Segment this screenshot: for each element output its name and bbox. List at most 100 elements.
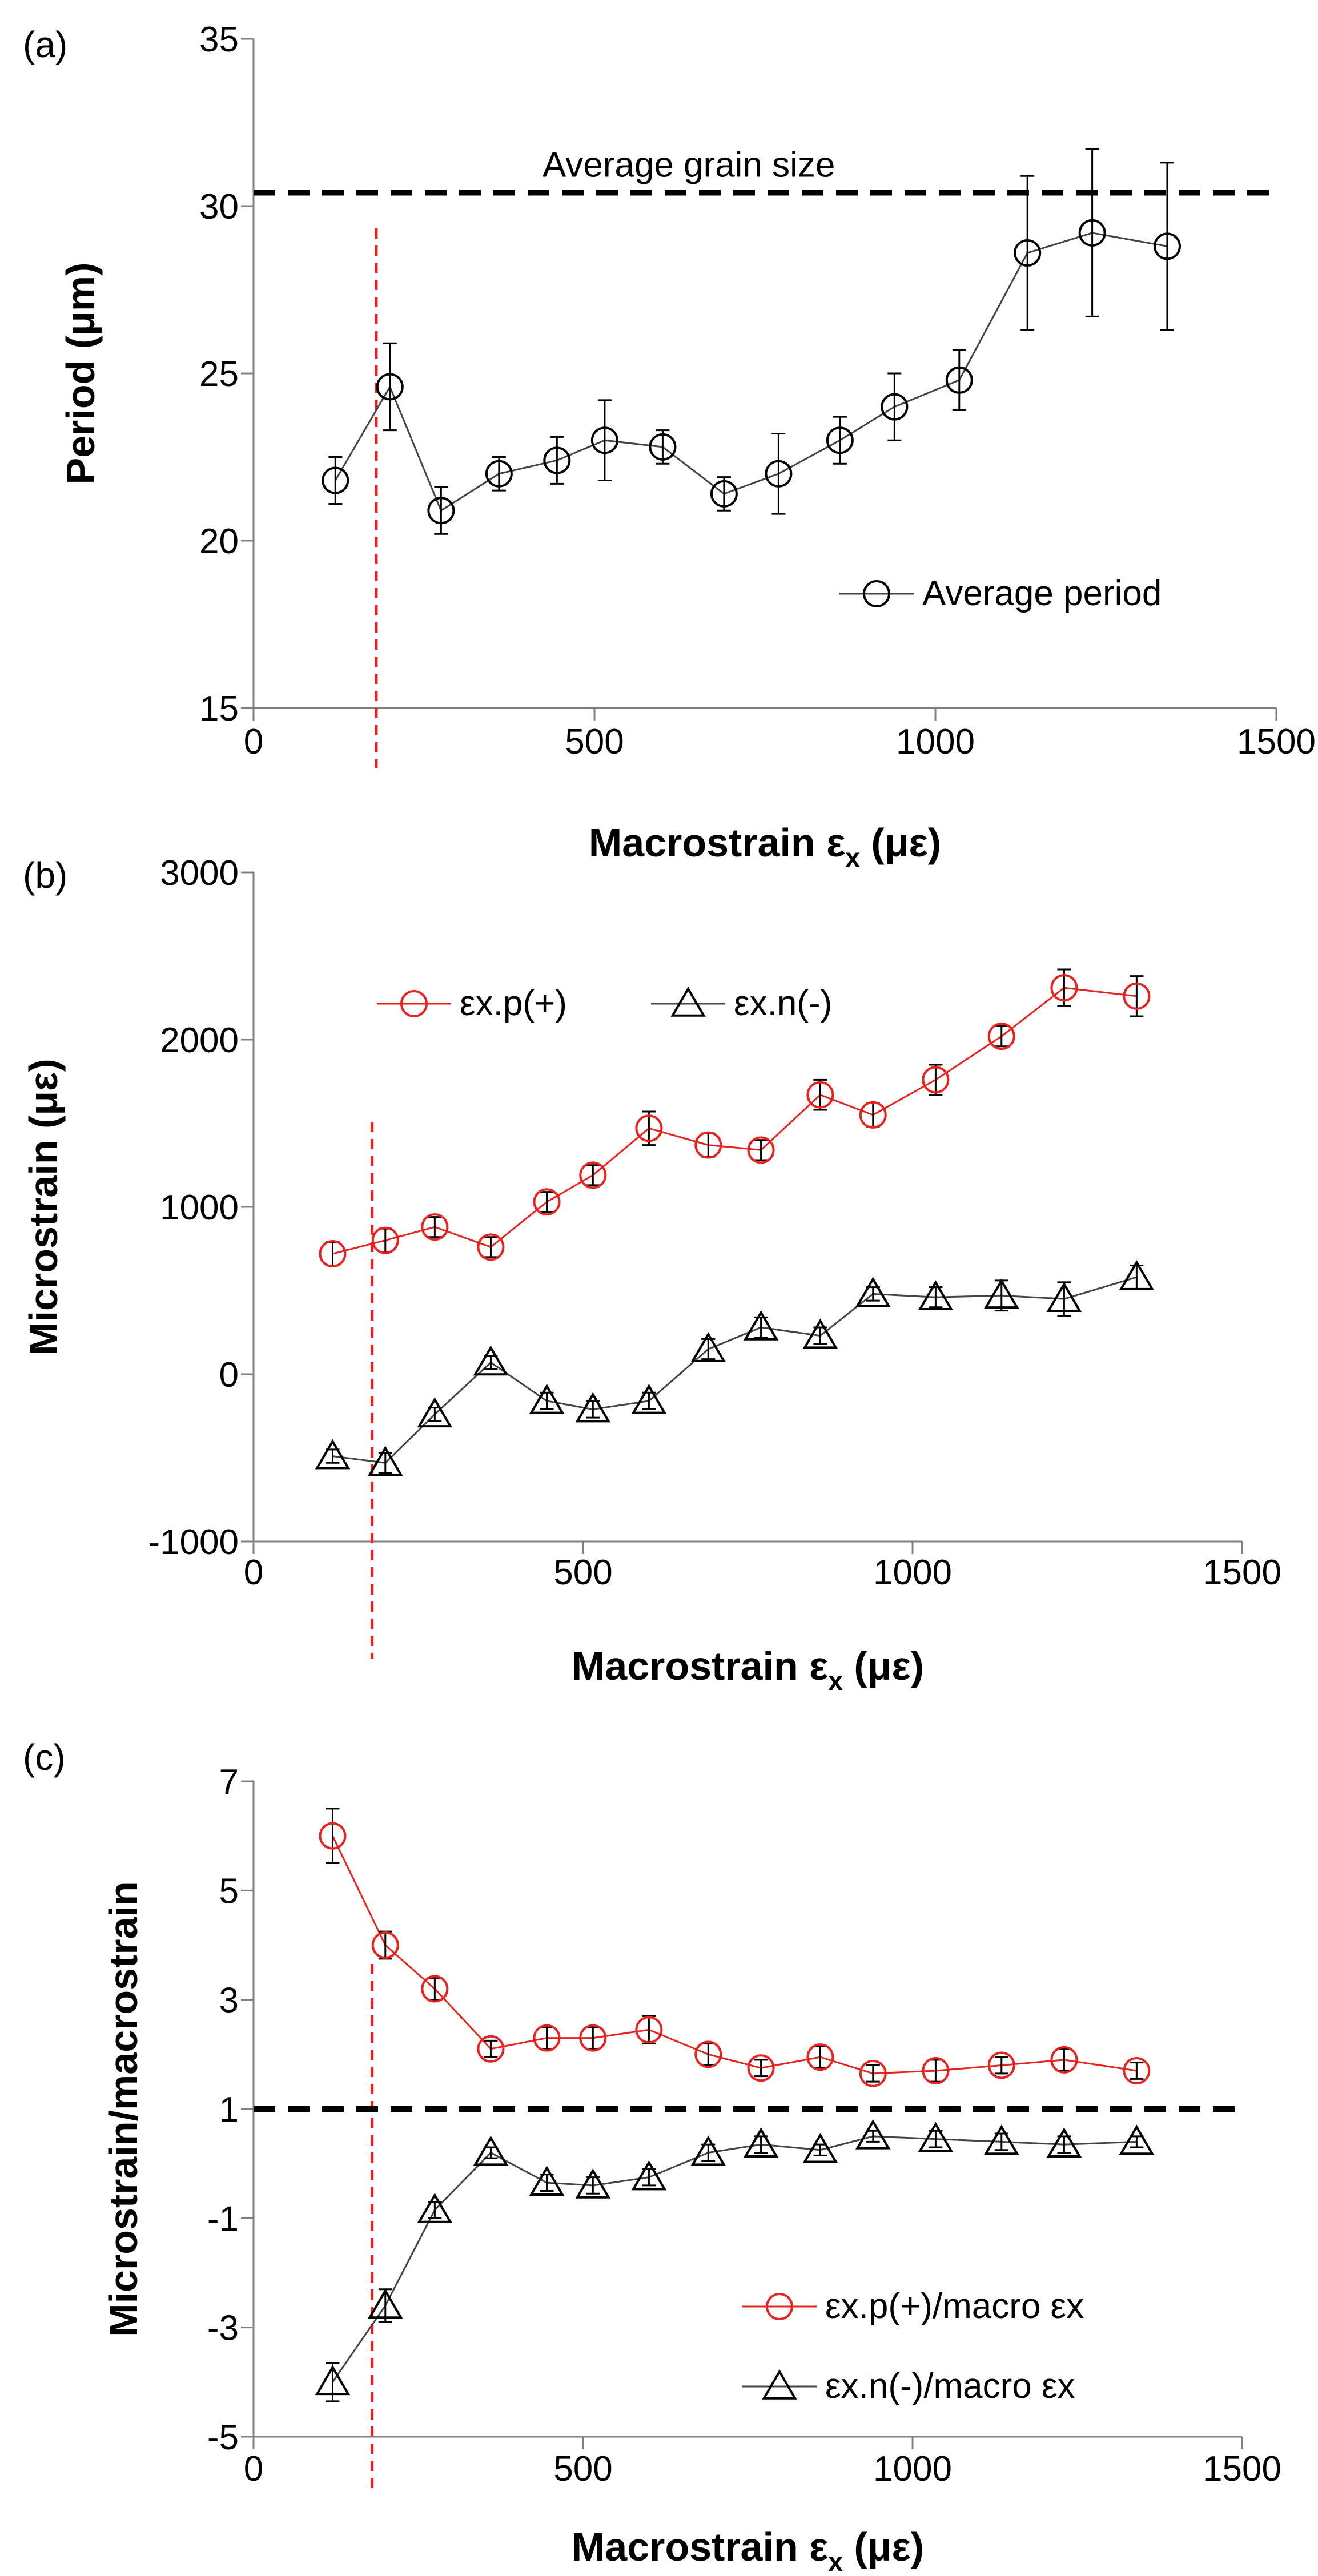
y-tick-label: 15 (199, 689, 239, 728)
data-point (477, 2035, 505, 2063)
legend-label: εx.n(-)/macro εx (825, 2366, 1075, 2406)
x-tick-label: 0 (244, 1553, 263, 1592)
data-point (371, 1226, 399, 1254)
y-tick-label: 25 (199, 355, 239, 394)
data-point (747, 1136, 775, 1164)
y-tick-label: 3000 (160, 854, 239, 893)
series-1 (315, 2119, 1155, 2402)
y-axis-label: Microstrain (με) (21, 1058, 66, 1355)
y-tick-label: 35 (199, 20, 239, 59)
data-point (987, 1023, 1015, 1050)
y-tick-label: -1 (207, 2199, 239, 2239)
series-line (332, 2135, 1137, 2383)
data-point (1123, 2057, 1151, 2085)
x-axis-label-main: Macrostrain ε (589, 820, 845, 865)
data-point (765, 460, 793, 488)
y-tick-label: 7 (219, 1762, 239, 1802)
data-point (855, 1277, 891, 1307)
legend-label: εx.n(-) (734, 984, 832, 1023)
data-point (694, 1131, 722, 1159)
y-axis-label: Period (μm) (58, 263, 103, 485)
data-point (533, 1188, 561, 1216)
data-point (690, 2135, 726, 2166)
data-point (1119, 1260, 1155, 1290)
y-tick-label: -3 (207, 2309, 239, 2348)
x-axis-label: Macrostrain εx (με) (572, 1644, 924, 1696)
data-point (1153, 232, 1181, 260)
data-point (649, 433, 677, 461)
data-point (529, 1383, 565, 1414)
data-point (376, 373, 404, 401)
data-point (368, 1446, 403, 1476)
data-point (855, 2119, 891, 2150)
x-axis-label-sub: x (845, 843, 860, 872)
data-point (315, 2365, 351, 2396)
x-tick-label: 1000 (896, 722, 975, 762)
x-axis-label-sub: x (828, 2547, 843, 2576)
data-point (859, 2059, 887, 2087)
data-point (802, 1318, 838, 1349)
data-point (987, 2051, 1015, 2079)
data-point (1014, 239, 1042, 267)
legend-marker (863, 580, 890, 607)
legend-marker (670, 987, 706, 1017)
data-point (473, 2135, 509, 2166)
data-point (984, 1278, 1019, 1309)
x-axis-label: Macrostrain εx (με) (572, 2525, 924, 2576)
data-point (918, 1280, 954, 1311)
legend: εx.p(+)/macro εx εx.n(-)/macro εx (742, 2287, 1084, 2406)
data-point (417, 1397, 453, 1428)
legend-label: Average period (922, 574, 1162, 613)
legend-label: εx.p(+)/macro εx (825, 2287, 1084, 2326)
data-point (743, 1310, 779, 1341)
series-line (332, 987, 1137, 1255)
legend: εx.p(+) εx.n(-) (377, 984, 832, 1023)
data-point (922, 1066, 950, 1094)
data-point (575, 1392, 611, 1423)
data-point (806, 1081, 834, 1109)
data-point (806, 2043, 834, 2071)
data-point (710, 480, 738, 508)
data-point (485, 460, 513, 488)
x-tick-label: 0 (244, 722, 263, 762)
hline-label: Average grain size (543, 146, 835, 185)
y-tick-label: 2000 (160, 1021, 239, 1060)
data-point (315, 1439, 351, 1470)
y-tick-label: 20 (199, 522, 239, 561)
data-point (918, 2122, 954, 2152)
series-0 (319, 968, 1151, 1268)
x-axis-label-main: Macrostrain ε (572, 2525, 828, 2569)
data-point (635, 1114, 663, 1142)
y-axis-label: Microstrain/macrostrain (101, 1881, 146, 2336)
data-point (635, 2016, 663, 2044)
data-point (1123, 982, 1151, 1010)
data-point (1046, 2127, 1082, 2158)
data-point (984, 2124, 1019, 2155)
data-point (319, 1240, 347, 1268)
data-point (427, 497, 455, 525)
x-tick-label: 1500 (1237, 722, 1316, 762)
data-point (421, 1213, 449, 1241)
panel-label: (a) (23, 24, 67, 65)
x-axis-label: Macrostrain εx (με) (589, 820, 941, 872)
data-point (1050, 2046, 1078, 2074)
x-tick-label: 500 (565, 722, 624, 762)
data-point (743, 2127, 779, 2158)
data-point (543, 446, 571, 474)
x-tick-label: 1000 (873, 1553, 952, 1592)
panel-a: (a) 15 20 25 30 35 0 500 1000 1500 Macrostrain εx … (23, 20, 1316, 872)
data-point (590, 426, 618, 454)
data-point (477, 1233, 505, 1261)
data-point (802, 2132, 838, 2163)
data-point (579, 1161, 607, 1189)
data-point (1046, 1282, 1082, 1312)
data-point (690, 1332, 726, 1362)
y-tick-label: 30 (199, 187, 239, 227)
y-tick-label: 1 (219, 2090, 239, 2130)
y-tick-label: 1000 (160, 1188, 239, 1227)
data-point (694, 2040, 722, 2068)
y-tick-label: 0 (219, 1355, 239, 1395)
legend-label: εx.p(+) (460, 984, 567, 1023)
